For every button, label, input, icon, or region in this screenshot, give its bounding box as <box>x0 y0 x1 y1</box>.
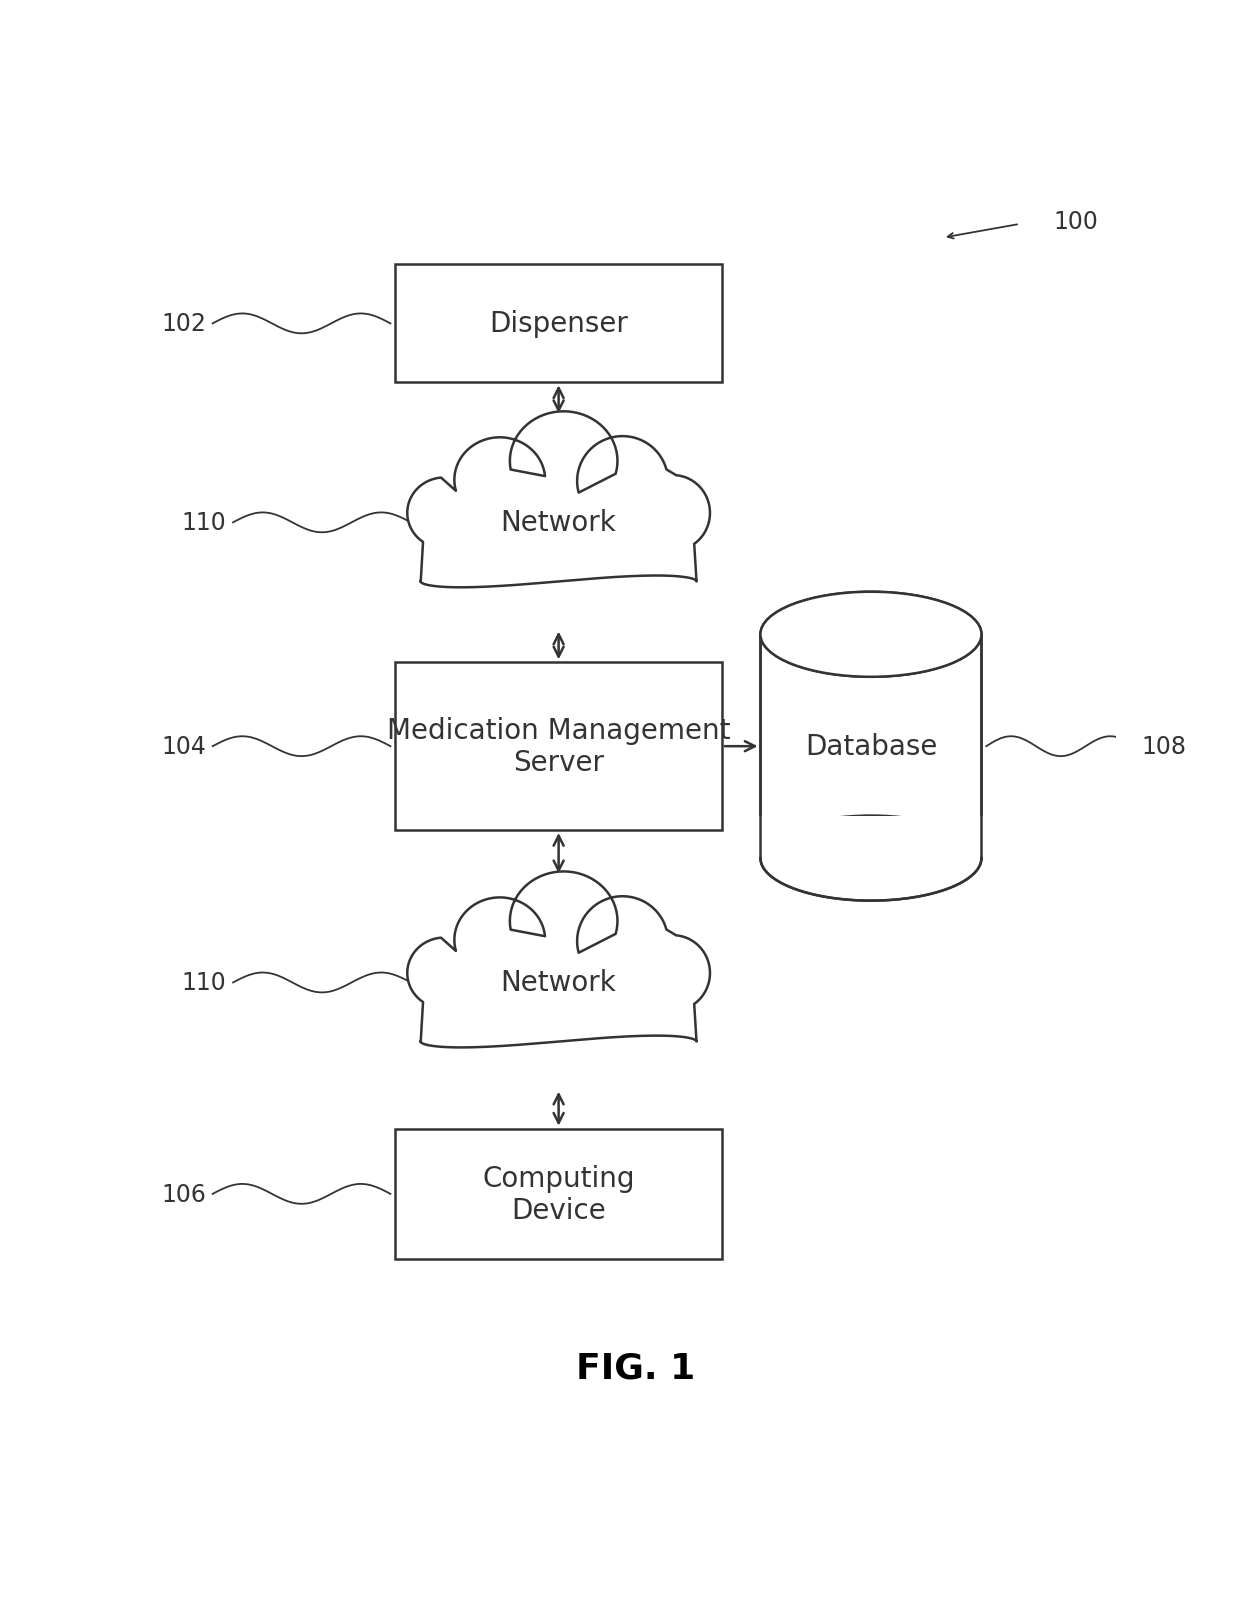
Polygon shape <box>407 412 711 587</box>
Bar <box>760 634 982 859</box>
Bar <box>396 1128 722 1259</box>
Ellipse shape <box>760 592 982 678</box>
Polygon shape <box>407 872 711 1047</box>
Text: 110: 110 <box>182 512 227 534</box>
Bar <box>755 817 986 859</box>
Text: 110: 110 <box>182 972 227 994</box>
Text: FIG. 1: FIG. 1 <box>575 1351 696 1385</box>
Ellipse shape <box>760 592 982 678</box>
Text: 106: 106 <box>161 1181 206 1206</box>
Text: Database: Database <box>805 733 937 760</box>
Ellipse shape <box>760 817 982 901</box>
Text: Computing
Device: Computing Device <box>482 1164 635 1225</box>
Text: Dispenser: Dispenser <box>490 310 627 339</box>
Bar <box>396 265 722 383</box>
Text: 104: 104 <box>161 734 206 759</box>
Text: 108: 108 <box>1142 734 1187 759</box>
Text: Medication Management
Server: Medication Management Server <box>387 717 730 776</box>
Text: Network: Network <box>501 968 616 997</box>
Bar <box>396 663 722 831</box>
Text: 102: 102 <box>161 312 206 336</box>
Text: 100: 100 <box>1054 210 1099 234</box>
Text: Network: Network <box>501 508 616 537</box>
